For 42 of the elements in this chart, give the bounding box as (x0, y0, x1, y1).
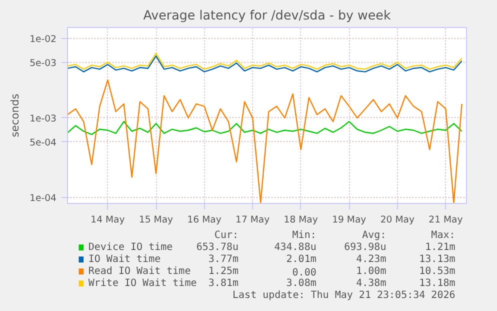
legend-label: IO Wait time (88, 254, 161, 265)
text: 2.01m (286, 254, 316, 265)
line-series (68, 79, 462, 204)
y-tick-label: 5e-04 (30, 137, 57, 148)
chart-title: Average latency for /dev/sda - by week (143, 8, 392, 22)
legend-label: Read IO Wait time (88, 266, 191, 277)
line-series (68, 120, 462, 136)
x-tick-label: 21 May (428, 214, 464, 226)
text: Avg: (362, 230, 386, 241)
x-tick-label: 18 May (284, 214, 318, 226)
y-tick-label: 1e-03 (30, 113, 57, 124)
text: Max: (431, 230, 456, 241)
text: 3.81m (208, 278, 239, 289)
text: Min: (292, 230, 316, 241)
x-tick-label: 17 May (236, 214, 270, 226)
x-tick-label: 14 May (90, 214, 126, 226)
text: 1.21m (425, 242, 456, 253)
y-tick-label: 5e-03 (30, 58, 57, 69)
text: 653.78u (196, 242, 239, 253)
text: 10.53m (419, 266, 456, 277)
legend-label: Write IO Wait time (88, 278, 197, 289)
y-axis-title: seconds (8, 93, 22, 138)
legend-label: Device IO time (88, 242, 173, 253)
x-tick-label: 15 May (138, 214, 174, 226)
y-tick-label: 1e-02 (30, 34, 57, 45)
text: Cur: (214, 230, 239, 241)
y-tick-label: 1e-04 (30, 192, 57, 204)
text: 13.13m (419, 254, 456, 265)
text: Last update: Thu May 21 23:05:34 2026 (232, 290, 456, 301)
x-tick-label: 20 May (380, 214, 415, 226)
text: 4.38m (356, 278, 386, 289)
text: 13.18m (419, 278, 456, 289)
text: 3.08m (286, 278, 316, 289)
x-tick-label: 19 May (332, 214, 367, 226)
x-tick-label: 16 May (187, 214, 222, 226)
text: 1.25m (208, 266, 239, 277)
text: 1.00m (356, 266, 386, 277)
text: 4.23m (356, 254, 386, 265)
text: 3.77m (208, 254, 239, 265)
text: 0.00 (292, 268, 316, 278)
text: 693.98u (344, 242, 386, 253)
text: 434.88u (274, 242, 316, 253)
